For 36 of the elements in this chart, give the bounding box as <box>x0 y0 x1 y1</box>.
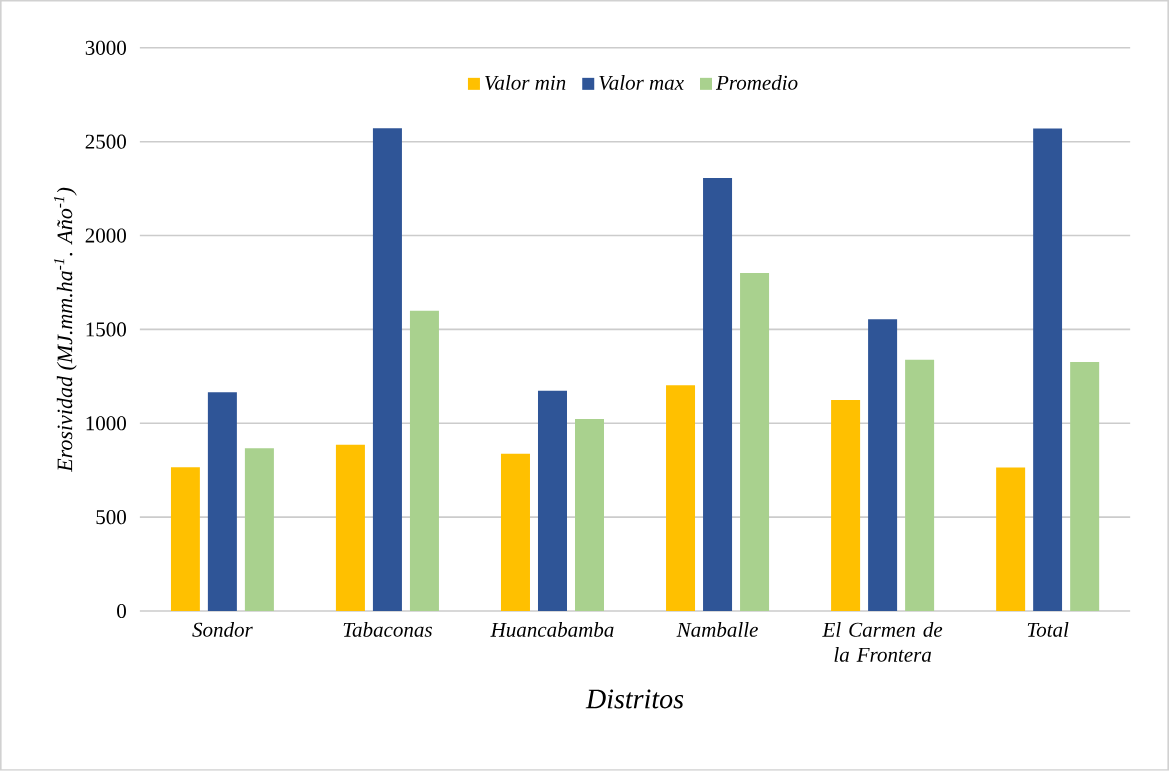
x-tick-label: Tabaconas <box>343 622 432 637</box>
y-tick-label: 2500 <box>85 134 126 149</box>
bar <box>703 178 733 612</box>
bar <box>335 444 365 612</box>
legend-label: Promedio <box>715 75 798 90</box>
bar <box>740 273 770 612</box>
bar <box>868 319 898 612</box>
y-tick-label: 1500 <box>86 322 126 337</box>
x-tick-label: Sondor <box>192 622 253 637</box>
x-tick-label: Huancabamba <box>490 622 614 637</box>
bar <box>207 392 237 612</box>
bar <box>905 359 935 612</box>
y-tick-label: 0 <box>117 603 126 619</box>
bar <box>1070 362 1100 612</box>
legend-label: Valor min <box>485 75 566 91</box>
y-tick-label: 500 <box>96 510 126 525</box>
bar <box>372 128 402 612</box>
y-tick-label: 1000 <box>86 416 126 431</box>
bar <box>1033 128 1063 612</box>
bar <box>996 467 1026 612</box>
bar <box>831 400 861 612</box>
bar <box>170 467 200 612</box>
y-tick-label: 2000 <box>85 228 126 243</box>
bar <box>500 453 530 612</box>
bar <box>244 448 274 612</box>
legend-label: Valor max <box>599 75 684 91</box>
y-tick-label: 3000 <box>85 40 126 55</box>
x-tick-label: Total <box>1027 622 1069 637</box>
bar <box>575 419 605 612</box>
x-tick-label: El Carmen de la Frontera <box>822 622 943 662</box>
bar <box>409 310 439 612</box>
y-axis-title: Erosividad (MJ.mm.ha$^{-1}$. Año$^{-1}$) <box>53 187 77 473</box>
bar <box>537 390 567 612</box>
bar <box>666 385 696 612</box>
x-axis-title: Distritos <box>585 689 684 709</box>
x-tick-label: Namballe <box>676 622 758 637</box>
